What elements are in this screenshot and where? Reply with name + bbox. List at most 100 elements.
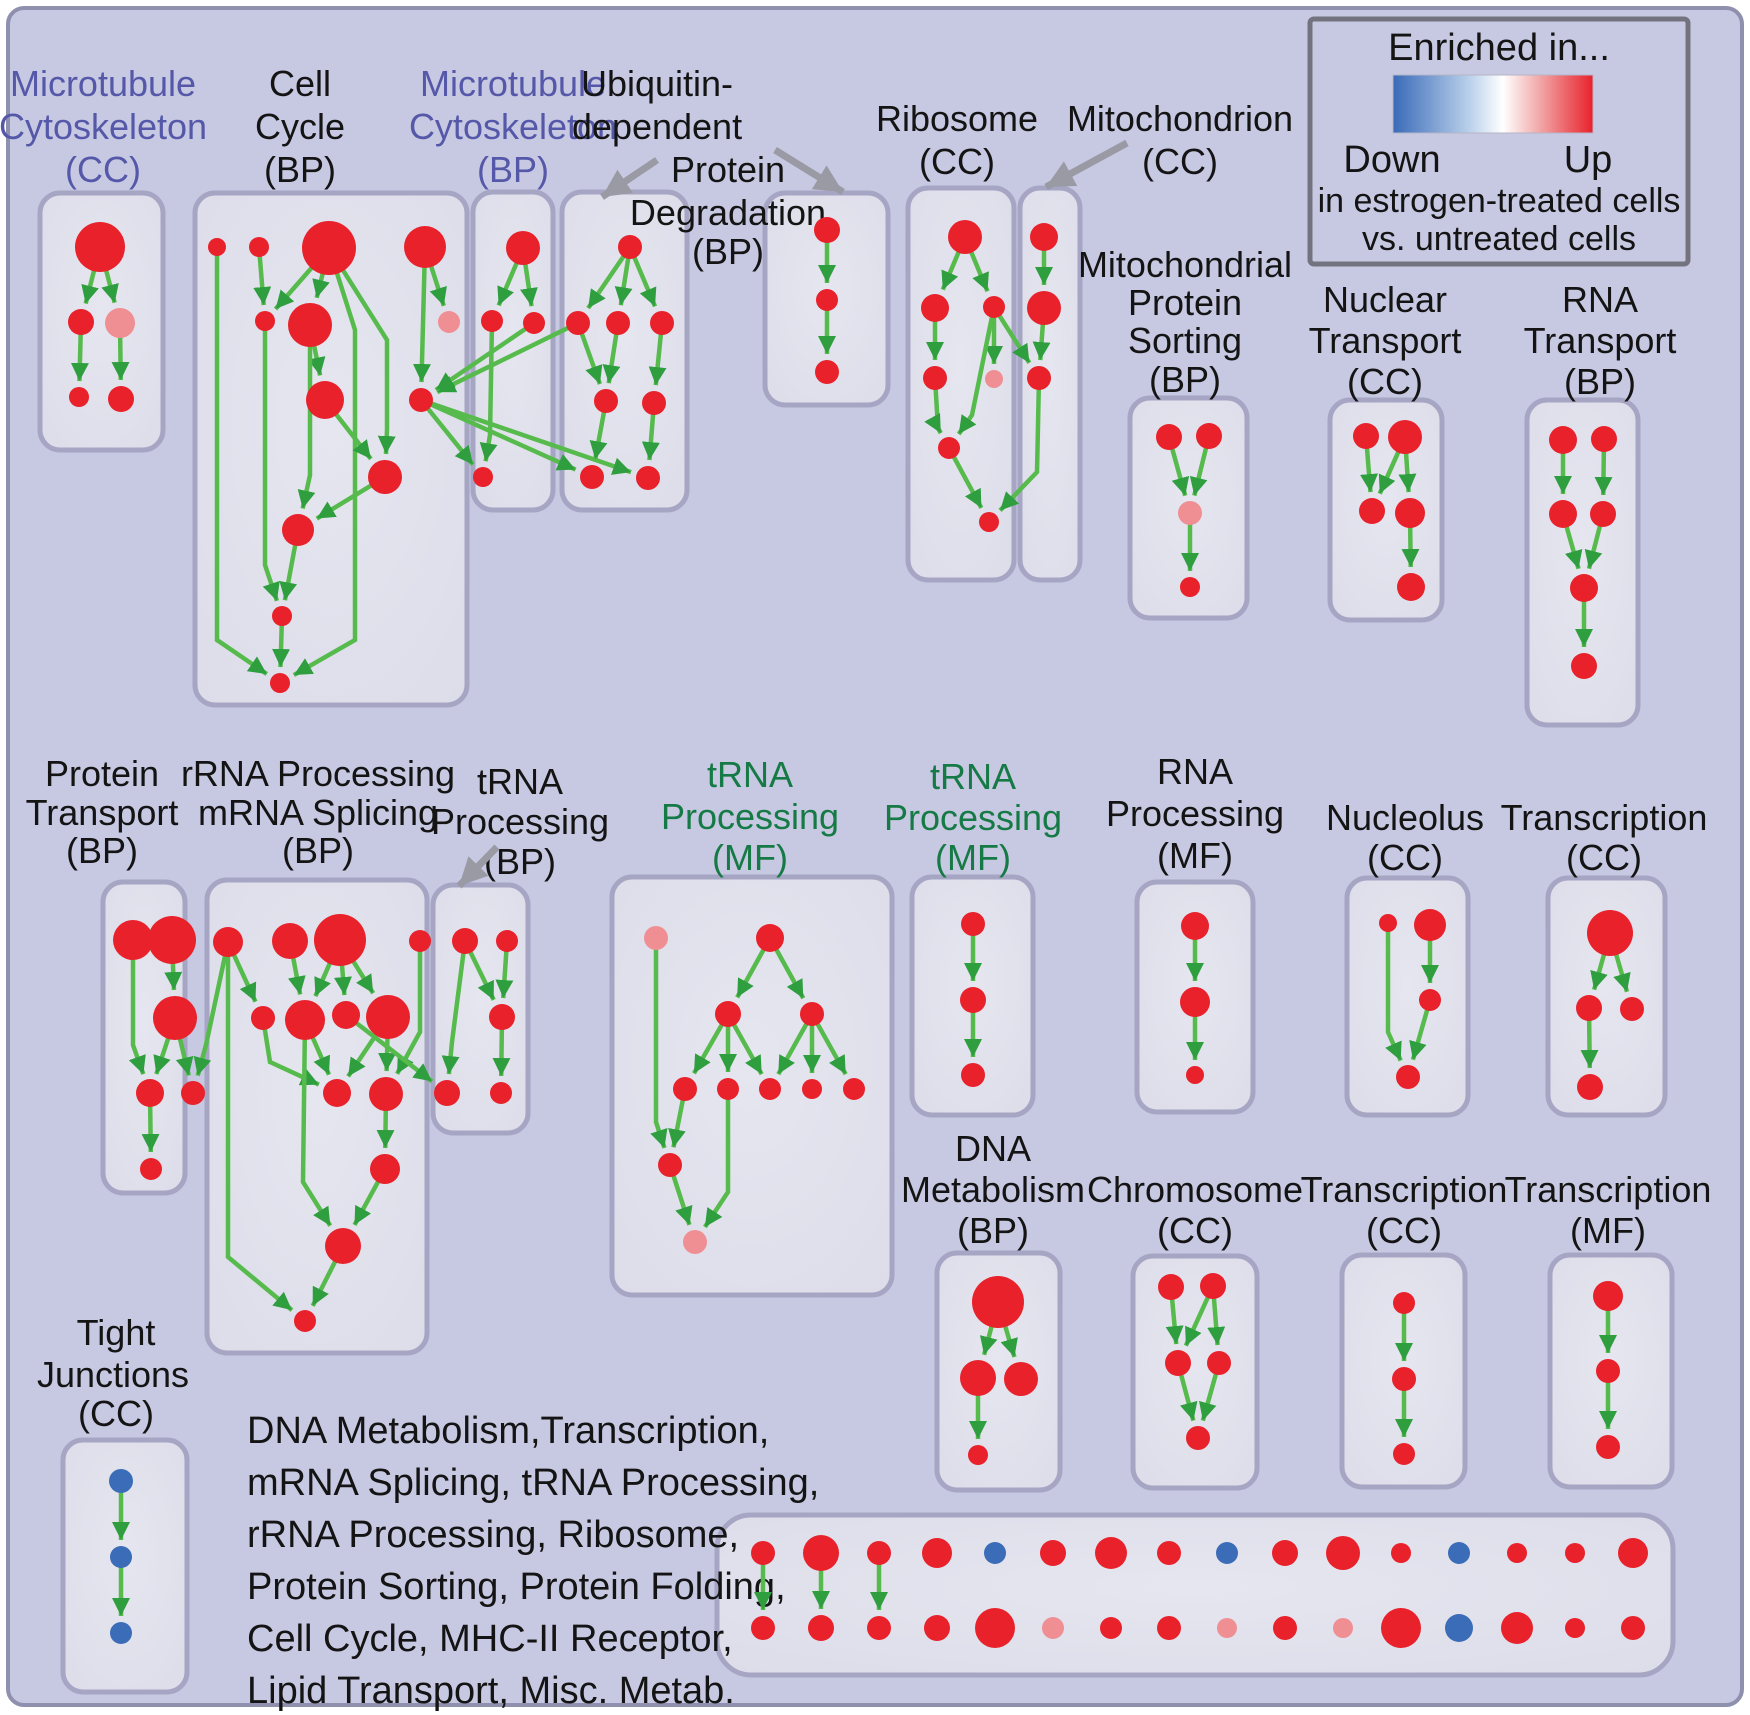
go-term-node (1157, 1541, 1181, 1565)
misc-category-text-line: mRNA Splicing, tRNA Processing, (247, 1462, 819, 1504)
go-term-node (594, 389, 618, 413)
go-term-node (1333, 1618, 1353, 1638)
go-term-node (938, 437, 960, 459)
go-term-node (814, 217, 840, 243)
go-term-node (1095, 1537, 1127, 1569)
go-term-node (1178, 501, 1202, 525)
go-term-node (282, 514, 314, 546)
legend-subline-2: vs. untreated cells (1362, 220, 1636, 258)
go-term-node (960, 1360, 996, 1396)
go-term-node (979, 512, 999, 532)
label-transcription-cc-bottom: (CC) (1366, 1210, 1442, 1251)
relation-edge (924, 377, 943, 435)
relation-edge (434, 321, 536, 392)
go-term-node (580, 465, 604, 489)
go-term-node (181, 1081, 205, 1105)
label-tight-junctions-cc: (CC) (78, 1393, 154, 1434)
relation-edge (441, 940, 468, 1075)
relation-edge (128, 940, 146, 1075)
go-term-node (370, 1154, 400, 1184)
relation-edge (300, 1019, 333, 1227)
go-term-node (983, 296, 1005, 318)
go-term-node (110, 1546, 132, 1568)
relation-edge (225, 942, 294, 1312)
go-term-node (1419, 989, 1441, 1011)
go-term-node (715, 1001, 741, 1027)
go-term-node (113, 920, 153, 960)
go-term-node (650, 311, 674, 335)
label-mitochondrial-protein-sorting-bp: Protein (1128, 282, 1242, 323)
go-term-node (208, 238, 226, 256)
relation-edge (1385, 923, 1403, 1062)
go-term-node (489, 1004, 515, 1030)
label-ubiquitin-degradation-bp: Protein (671, 149, 785, 190)
category-box-nuclear-transport (1327, 397, 1445, 623)
legend-title: Enriched in... (1388, 27, 1610, 69)
go-term-node (1186, 1426, 1210, 1450)
go-term-node (1571, 653, 1597, 679)
go-term-node (1590, 501, 1616, 527)
label-tight-junctions-cc: Tight (77, 1312, 156, 1353)
go-term-node (272, 606, 292, 626)
go-term-node (108, 386, 134, 412)
go-term-node (1577, 1074, 1603, 1100)
misc-category-text-line: DNA Metabolism,Transcription, (247, 1410, 769, 1452)
go-term-node (1395, 498, 1425, 528)
go-term-node (1157, 1616, 1181, 1640)
go-term-node (975, 1608, 1015, 1648)
legend-subline-1: in estrogen-treated cells (1318, 182, 1681, 220)
misc-category-text-line: rRNA Processing, Ribosome, (247, 1514, 739, 1556)
go-term-node (1216, 1542, 1238, 1564)
relation-edge (420, 397, 632, 475)
label-ubiquitin-degradation-bp: dependent (572, 106, 742, 147)
go-term-node (110, 1622, 132, 1644)
label-chromosome-cc: Chromosome (1087, 1169, 1303, 1210)
go-term-node (109, 1469, 133, 1493)
go-term-node (751, 1616, 775, 1640)
go-term-node (803, 1535, 839, 1571)
relation-edge (292, 247, 358, 677)
go-term-node (1180, 577, 1200, 597)
label-ribosome-cc: Ribosome (876, 98, 1038, 139)
go-term-node (924, 1615, 950, 1641)
label-mitochondrial-protein-sorting-bp: Mitochondrial (1078, 244, 1292, 285)
label-ubiquitin-degradation-bp: (BP) (692, 231, 764, 272)
go-term-node (1549, 426, 1577, 454)
label-cell-cycle-bp: (BP) (264, 149, 336, 190)
relation-edge (436, 320, 579, 395)
go-term-node (1388, 420, 1422, 454)
go-term-node (523, 312, 545, 334)
label-ubiquitin-degradation-bp: Degradation (630, 192, 826, 233)
go-term-node (1353, 423, 1379, 449)
go-term-node (1100, 1617, 1122, 1639)
go-term-node (960, 987, 986, 1013)
go-term-node (921, 294, 949, 322)
go-term-node (1004, 1362, 1038, 1396)
go-term-node (1040, 1540, 1066, 1566)
relation-edge (327, 246, 396, 455)
label-mitochondrion-cc: Mitochondrion (1067, 98, 1293, 139)
label-protein-transport-bp: Protein (45, 753, 159, 794)
go-term-node (1186, 1066, 1204, 1084)
go-term-node (1326, 1536, 1360, 1570)
go-term-node (1393, 1292, 1415, 1314)
go-term-node (808, 1615, 834, 1641)
label-rna-transport-bp: (BP) (1564, 361, 1636, 402)
go-term-node (1621, 1616, 1645, 1640)
label-ubiquitin-degradation-bp: Ubiquitin- (581, 63, 733, 104)
go-term-node (506, 231, 540, 265)
label-rna-processing-mf: (MF) (1157, 835, 1233, 876)
relation-edge (420, 397, 577, 472)
go-term-node (867, 1541, 891, 1565)
category-box-misc-bottom (714, 1512, 1676, 1678)
go-term-node (1393, 1443, 1415, 1465)
relation-edge (262, 321, 280, 602)
category-box-chromosome (1130, 1253, 1260, 1491)
go-term-node (294, 1310, 316, 1332)
go-term-node (751, 1541, 775, 1565)
go-term-node (683, 1230, 707, 1254)
go-term-node (985, 370, 1003, 388)
go-term-node (843, 1078, 865, 1100)
go-term-node (496, 930, 518, 952)
go-term-node (409, 388, 433, 412)
